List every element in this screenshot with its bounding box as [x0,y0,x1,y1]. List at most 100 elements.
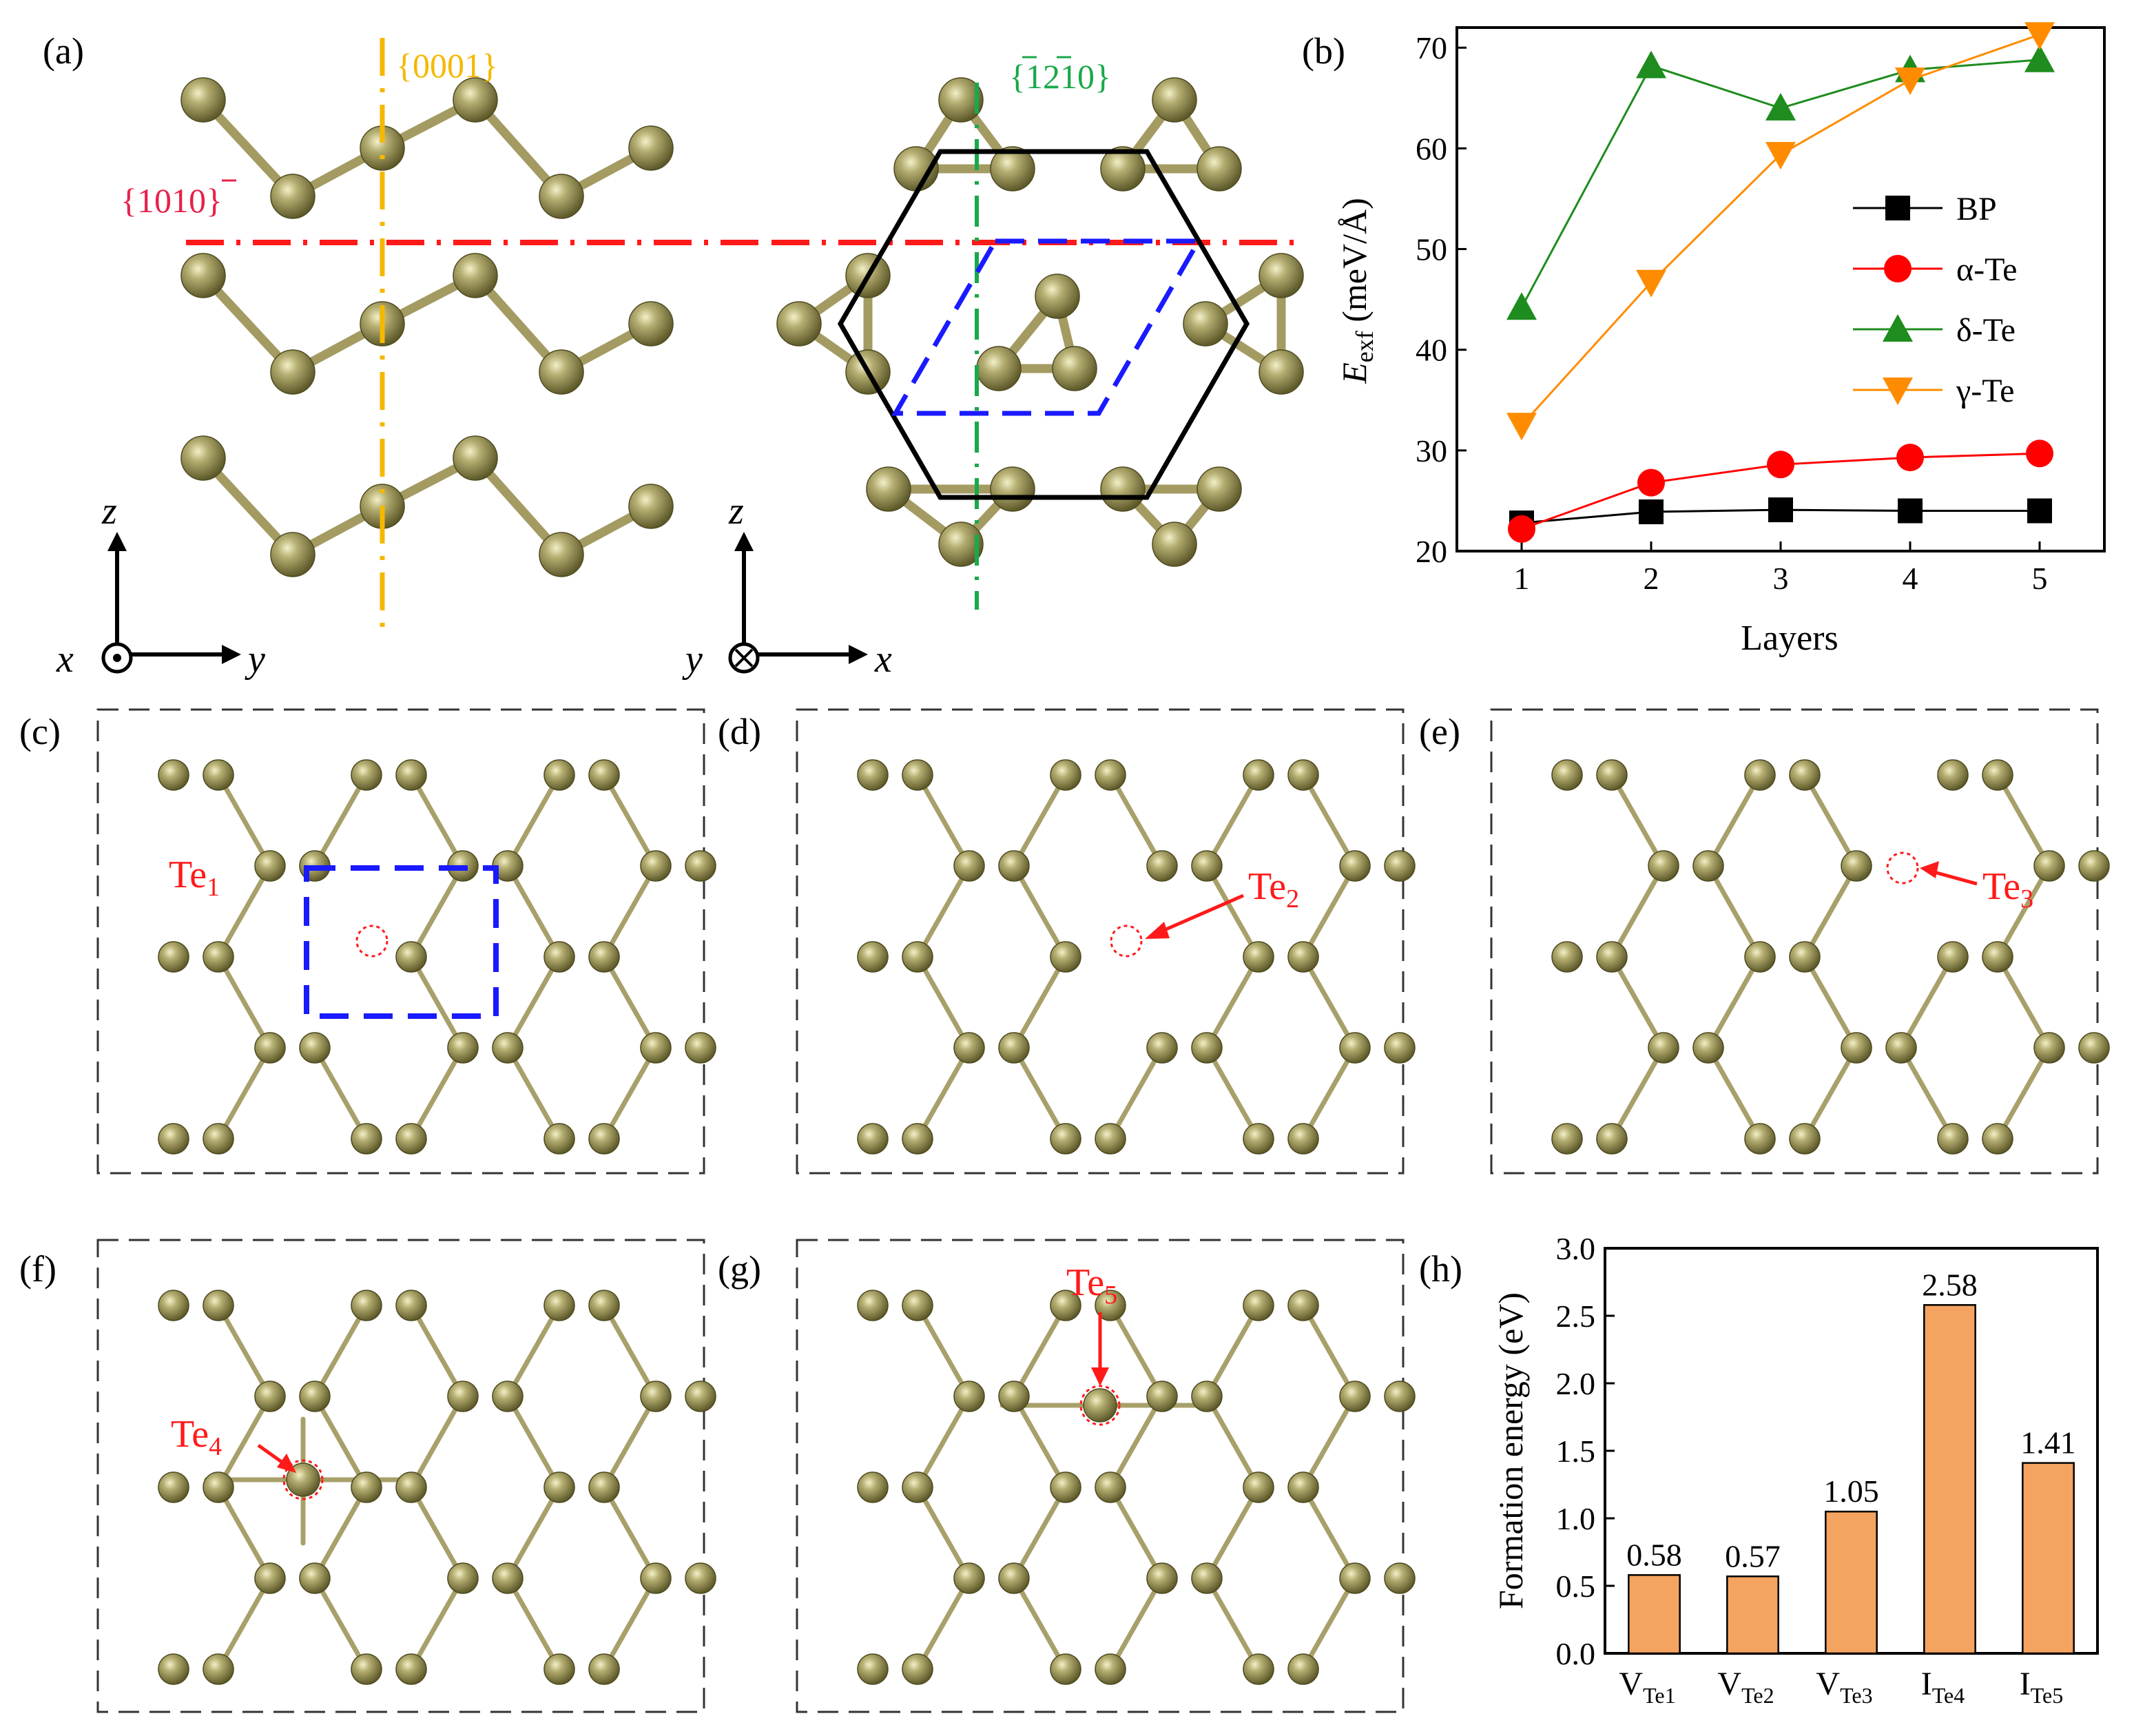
te-atom [990,146,1035,192]
chart-b-ylabel-sub: exf [1351,331,1378,362]
te-atom [447,1032,479,1064]
label-te3: Te3 [1982,865,2033,913]
bond [1802,1045,1859,1141]
bond [505,1394,562,1490]
te-atom [1191,850,1223,882]
category-main: I [1921,1666,1932,1702]
y-tick-label: 60 [1416,131,1447,166]
bond [1301,863,1358,960]
bond [1301,772,1358,869]
bond [915,1394,972,1490]
category-main: I [2020,1666,2031,1702]
bar-value-label: 0.58 [1626,1537,1682,1572]
y-tick-label: 0.5 [1556,1569,1596,1604]
panel-label-b: (b) [1302,30,1345,72]
te-atom [1183,301,1228,347]
bond [1706,954,1763,1051]
te-atom [1243,759,1274,791]
te-interstitial-atom [1083,1388,1117,1423]
plane-0001-label: {0001} [396,46,498,85]
bond [601,1394,659,1490]
bond [1108,772,1165,869]
bond [408,1575,466,1672]
axis-y-right: y [682,638,703,681]
te-atom [902,1653,933,1685]
bond [1898,1045,1956,1141]
label-te1-main: Te [169,854,207,896]
te-atom [857,1653,889,1685]
bond [1995,954,2052,1051]
chart-b-series [1506,22,2055,543]
bond [505,1575,562,1672]
te-atom [938,77,984,123]
data-point [1765,142,1796,170]
te-atom [158,1653,189,1685]
te-atom [351,1290,382,1321]
te-atom [1100,466,1146,512]
bar-value-label: 2.58 [1922,1267,1978,1302]
panel-e: Te3 [1490,708,2110,1175]
te-atom [640,1032,672,1064]
te-atom [254,1381,286,1412]
bond [1706,772,1763,869]
te-atom [640,1381,672,1412]
y-tick-label: 40 [1416,333,1447,368]
category-label: VTe3 [1816,1666,1872,1708]
a-right-atoms [776,77,1304,567]
te-atom [1243,1290,1274,1321]
te-atom [539,532,584,577]
te-atom [902,1471,933,1503]
arrow-te2 [1151,893,1244,938]
label-te4-sub: 4 [209,1432,222,1461]
bond [312,1575,369,1672]
te-atom [543,1471,575,1503]
category-label: ITe5 [2020,1666,2064,1708]
lattice-atoms [857,759,1416,1155]
te-atom [1339,1381,1371,1412]
te-atom [351,1653,382,1685]
te-atom [685,1032,716,1064]
bond [216,1485,273,1581]
te-atom [203,1123,234,1155]
lattice-g [857,1290,1416,1685]
te-atom [857,1290,889,1321]
panel-c: Te1 [96,708,716,1175]
te-atom [1146,850,1178,882]
bond [915,954,972,1051]
te-atom [1789,1123,1821,1155]
bond [1301,954,1358,1051]
te-atom [1243,1471,1274,1503]
lattice-bonds [915,772,1358,1141]
te-atom [158,1123,189,1155]
te-atom [1152,77,1197,123]
te-atom [1692,850,1724,882]
te-atom [857,1471,889,1503]
te-atom [1339,850,1371,882]
bond [1802,772,1859,869]
label-te4: Te4 [171,1413,222,1461]
bond [1108,1045,1165,1141]
te-atom [1095,1123,1126,1155]
te-atom [1146,1381,1178,1412]
bond [1108,1575,1165,1672]
te-atom [2033,850,2065,882]
label-te2-main: Te [1248,865,1286,908]
panel-label-e: (e) [1419,711,1460,752]
te-atom [270,349,315,395]
bond [601,954,659,1051]
lattice-f [158,1290,716,1685]
te-atom [492,1562,524,1594]
category-sub: Te3 [1840,1683,1873,1708]
te-atom [299,1562,331,1594]
te-atom [351,1471,382,1503]
bond [408,1485,466,1581]
te-atom [1050,1471,1081,1503]
vacancy-te3-marker [1886,851,1919,885]
te-atom [1243,1123,1274,1155]
te-atom [588,1471,620,1503]
te-atom [1146,1032,1178,1064]
axes-left: z x y [56,490,265,681]
te-atom [492,1032,524,1064]
te-atom [1744,1123,1776,1155]
te-atom [543,941,575,973]
